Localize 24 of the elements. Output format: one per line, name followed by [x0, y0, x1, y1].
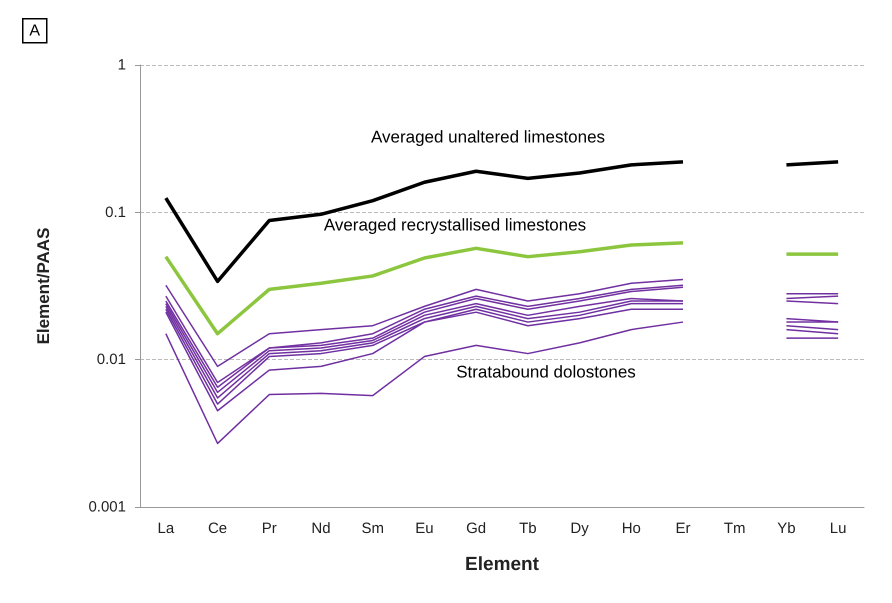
x-tick-label: Yb [777, 520, 796, 537]
y-tick-label: 1 [118, 56, 126, 74]
y-tick-label: 0.001 [88, 498, 126, 516]
x-tick-label: Tb [519, 520, 537, 537]
y-axis-title: Element/PAAS [34, 228, 53, 344]
x-tick-label: La [158, 520, 175, 537]
x-tick-label: Ce [208, 520, 228, 537]
x-tick-label: Pr [262, 520, 277, 537]
annotation: Averaged unaltered limestones [370, 128, 606, 146]
x-tick-label: Nd [311, 520, 331, 537]
x-axis-title: Element [465, 554, 540, 575]
x-tick-label: Eu [415, 520, 434, 537]
annotation: Stratabound dolostones [456, 362, 636, 382]
y-tick-label: 0.1 [105, 204, 126, 221]
x-tick-label: Sm [361, 520, 384, 537]
x-tick-label: Gd [466, 520, 486, 537]
text: A [29, 22, 40, 40]
x-tick-label: Lu [830, 520, 846, 537]
x-tick-label: Er [676, 520, 691, 537]
x-tick-label: Dy [570, 520, 590, 537]
x-tick-label: Tm [724, 520, 746, 537]
x-tick-label: Ho [622, 520, 641, 537]
annotation: Averaged recrystallised limestones [324, 216, 586, 234]
y-tick-label: 0.01 [96, 351, 126, 368]
